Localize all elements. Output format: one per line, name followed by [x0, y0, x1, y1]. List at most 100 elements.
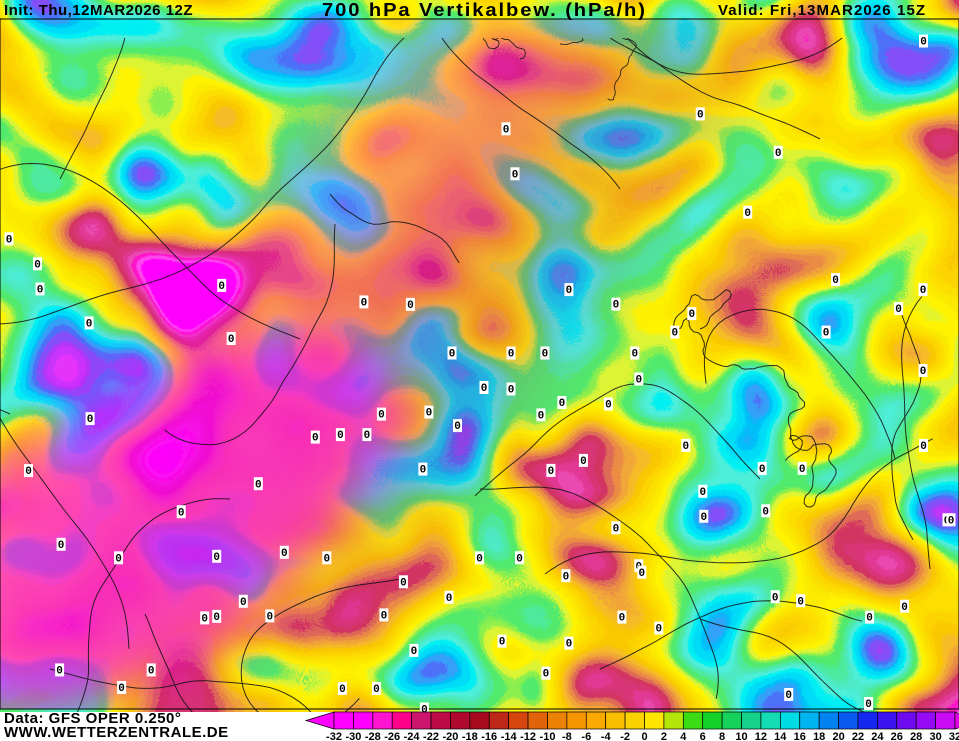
svg-text:0: 0 — [619, 613, 626, 625]
svg-text:-14: -14 — [501, 731, 518, 741]
svg-text:0: 0 — [240, 597, 247, 609]
svg-text:6: 6 — [700, 731, 706, 741]
svg-text:0: 0 — [34, 259, 41, 271]
svg-text:0: 0 — [426, 408, 433, 420]
svg-text:0: 0 — [566, 639, 573, 651]
svg-text:0: 0 — [948, 515, 955, 527]
svg-text:-2: -2 — [620, 731, 630, 741]
svg-text:0: 0 — [671, 328, 678, 340]
svg-text:-22: -22 — [423, 731, 439, 741]
svg-text:0: 0 — [631, 349, 638, 361]
svg-text:0: 0 — [759, 464, 766, 476]
svg-text:0: 0 — [339, 684, 346, 696]
svg-text:0: 0 — [115, 553, 122, 565]
svg-text:0: 0 — [635, 375, 642, 387]
svg-text:-24: -24 — [404, 731, 421, 741]
svg-text:0: 0 — [337, 430, 344, 442]
svg-text:0: 0 — [420, 465, 427, 477]
svg-text:0: 0 — [323, 553, 330, 565]
svg-text:0: 0 — [744, 208, 751, 220]
svg-text:0: 0 — [580, 456, 587, 468]
svg-text:0: 0 — [516, 553, 523, 565]
svg-text:0: 0 — [775, 148, 782, 160]
svg-text:0: 0 — [866, 613, 873, 625]
svg-text:-20: -20 — [442, 731, 458, 741]
svg-text:0: 0 — [508, 349, 515, 361]
svg-text:0: 0 — [920, 366, 927, 378]
svg-text:-32: -32 — [326, 731, 342, 741]
svg-text:0: 0 — [499, 637, 506, 649]
svg-text:0: 0 — [201, 614, 208, 626]
svg-text:0: 0 — [481, 383, 488, 395]
svg-text:0: 0 — [266, 612, 273, 624]
svg-text:0: 0 — [762, 506, 769, 518]
svg-text:0: 0 — [799, 464, 806, 476]
svg-text:0: 0 — [118, 683, 125, 695]
svg-text:2: 2 — [661, 731, 667, 741]
svg-text:0: 0 — [378, 410, 385, 422]
svg-text:-12: -12 — [520, 731, 536, 741]
svg-text:8: 8 — [719, 731, 725, 741]
svg-text:-4: -4 — [601, 731, 612, 741]
svg-text:-18: -18 — [462, 731, 478, 741]
svg-text:0: 0 — [87, 414, 94, 426]
svg-text:0: 0 — [148, 666, 155, 678]
svg-text:32: 32 — [949, 731, 959, 741]
svg-text:0: 0 — [281, 548, 288, 560]
svg-text:0: 0 — [613, 300, 620, 312]
svg-text:0: 0 — [508, 385, 515, 397]
svg-text:0: 0 — [400, 577, 407, 589]
svg-text:-10: -10 — [540, 731, 556, 741]
svg-text:0: 0 — [566, 285, 573, 297]
svg-text:0: 0 — [178, 507, 185, 519]
svg-text:0: 0 — [920, 285, 927, 297]
svg-text:0: 0 — [6, 234, 13, 246]
svg-text:-26: -26 — [384, 731, 400, 741]
svg-text:0: 0 — [37, 285, 44, 297]
svg-text:0: 0 — [86, 319, 93, 331]
svg-text:14: 14 — [774, 731, 787, 741]
svg-text:0: 0 — [655, 624, 662, 636]
svg-text:0: 0 — [543, 669, 550, 681]
svg-text:0: 0 — [797, 596, 804, 608]
svg-text:16: 16 — [794, 731, 806, 741]
svg-text:0: 0 — [503, 124, 510, 136]
svg-text:0: 0 — [411, 646, 418, 658]
svg-text:22: 22 — [852, 731, 864, 741]
svg-text:0: 0 — [700, 512, 707, 524]
svg-text:0: 0 — [364, 430, 371, 442]
svg-text:12: 12 — [755, 731, 767, 741]
svg-text:0: 0 — [312, 433, 319, 445]
svg-text:0: 0 — [920, 37, 927, 49]
svg-text:0: 0 — [255, 479, 262, 491]
svg-text:0: 0 — [772, 592, 779, 604]
svg-text:26: 26 — [891, 731, 903, 741]
svg-text:0: 0 — [699, 487, 706, 499]
svg-text:0: 0 — [228, 334, 235, 346]
svg-text:0: 0 — [559, 398, 566, 410]
svg-text:0: 0 — [697, 110, 704, 122]
svg-text:-8: -8 — [562, 731, 572, 741]
svg-text:0: 0 — [446, 593, 453, 605]
svg-text:0: 0 — [548, 466, 555, 478]
svg-text:28: 28 — [910, 731, 922, 741]
svg-text:0: 0 — [832, 275, 839, 287]
svg-text:10: 10 — [735, 731, 747, 741]
svg-text:30: 30 — [929, 731, 941, 741]
svg-text:24: 24 — [871, 731, 884, 741]
svg-text:0: 0 — [613, 523, 620, 535]
svg-text:0: 0 — [58, 540, 65, 552]
svg-text:0: 0 — [373, 684, 380, 696]
svg-text:0: 0 — [512, 169, 519, 181]
svg-text:0: 0 — [538, 411, 545, 423]
svg-text:0: 0 — [56, 666, 63, 678]
svg-text:0: 0 — [542, 349, 549, 361]
svg-text:-28: -28 — [365, 731, 381, 741]
svg-text:0: 0 — [213, 552, 220, 564]
svg-text:0: 0 — [381, 611, 388, 623]
svg-text:0: 0 — [865, 699, 872, 711]
svg-text:0: 0 — [641, 731, 647, 741]
svg-text:0: 0 — [25, 466, 32, 478]
svg-text:18: 18 — [813, 731, 825, 741]
svg-text:4: 4 — [680, 731, 687, 741]
